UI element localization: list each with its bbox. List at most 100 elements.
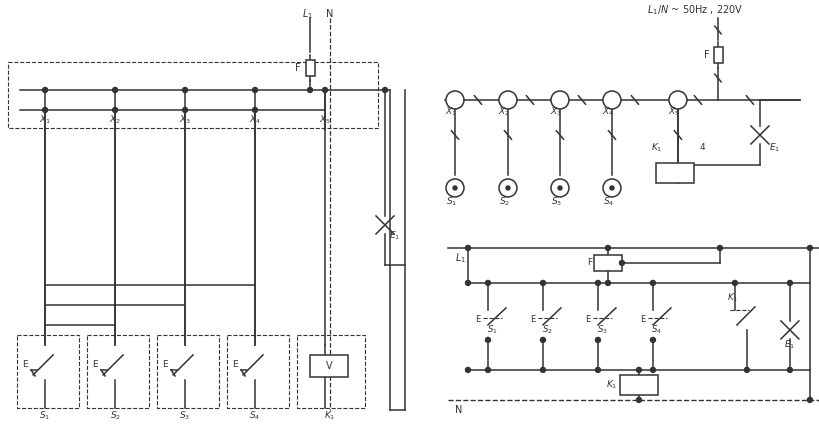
- Circle shape: [322, 87, 327, 92]
- Text: $L_1$: $L_1$: [455, 251, 465, 265]
- Circle shape: [485, 280, 490, 285]
- Bar: [713, 47, 722, 63]
- Text: $S_3$: $S_3$: [596, 324, 607, 336]
- Text: $K_1$: $K_1$: [324, 410, 335, 422]
- Circle shape: [452, 186, 456, 190]
- Circle shape: [807, 397, 812, 402]
- Circle shape: [717, 245, 722, 251]
- Text: $X_3$: $X_3$: [179, 114, 191, 126]
- Circle shape: [744, 368, 749, 372]
- Bar: [655, 163, 693, 183]
- Circle shape: [649, 368, 654, 372]
- Circle shape: [618, 260, 624, 265]
- Circle shape: [43, 87, 48, 92]
- Bar: [310, 355, 347, 377]
- Circle shape: [307, 87, 312, 92]
- Text: $S_3$: $S_3$: [179, 410, 190, 422]
- Circle shape: [540, 280, 545, 285]
- Circle shape: [446, 91, 464, 109]
- Circle shape: [252, 107, 257, 112]
- Text: $K_1$: $K_1$: [605, 379, 617, 391]
- Text: $S_2$: $S_2$: [110, 410, 120, 422]
- Text: E: E: [640, 315, 645, 324]
- Circle shape: [465, 280, 470, 285]
- Text: $S_1$: $S_1$: [446, 196, 457, 208]
- Text: E: E: [93, 360, 97, 369]
- Text: $X_5$: $X_5$: [319, 114, 331, 126]
- Circle shape: [595, 368, 600, 372]
- Text: $X_3$: $X_3$: [550, 106, 561, 118]
- Circle shape: [649, 280, 654, 285]
- Text: $S_4$: $S_4$: [603, 196, 614, 208]
- Circle shape: [557, 186, 561, 190]
- Circle shape: [604, 245, 609, 251]
- Circle shape: [786, 280, 791, 285]
- Text: E: E: [530, 315, 535, 324]
- Circle shape: [382, 87, 387, 92]
- Circle shape: [252, 87, 257, 92]
- Circle shape: [505, 186, 509, 190]
- Text: F: F: [704, 50, 709, 60]
- Text: $S_2$: $S_2$: [499, 196, 510, 208]
- Circle shape: [540, 338, 545, 343]
- Text: $X_1$: $X_1$: [39, 114, 51, 126]
- Text: $E_1$: $E_1$: [389, 230, 400, 242]
- Text: $S_3$: $S_3$: [550, 196, 562, 208]
- Circle shape: [636, 368, 640, 372]
- Text: E: E: [585, 315, 590, 324]
- Circle shape: [540, 368, 545, 372]
- Circle shape: [668, 91, 686, 109]
- Bar: [305, 60, 314, 76]
- Circle shape: [446, 179, 464, 197]
- Text: F: F: [295, 63, 301, 73]
- Text: E: E: [232, 360, 238, 369]
- Circle shape: [183, 107, 188, 112]
- Circle shape: [499, 91, 516, 109]
- Circle shape: [485, 338, 490, 343]
- Circle shape: [609, 186, 613, 190]
- Text: E: E: [475, 315, 480, 324]
- Text: E: E: [22, 360, 28, 369]
- Circle shape: [112, 107, 117, 112]
- Circle shape: [602, 91, 620, 109]
- Text: $L_1/N$ ~ 50Hz , 220V: $L_1/N$ ~ 50Hz , 220V: [646, 3, 742, 17]
- Text: $S_2$: $S_2$: [541, 324, 552, 336]
- Text: $E_1$: $E_1$: [768, 142, 780, 154]
- Circle shape: [183, 87, 188, 92]
- Bar: [593, 255, 621, 271]
- Text: $L_1$: $L_1$: [301, 7, 312, 21]
- Circle shape: [465, 245, 470, 251]
- Text: $X_1$: $X_1$: [445, 106, 456, 118]
- Text: $X_4$: $X_4$: [249, 114, 260, 126]
- Circle shape: [604, 280, 609, 285]
- Text: V: V: [325, 361, 332, 371]
- Text: N: N: [326, 9, 333, 19]
- Text: $S_1$: $S_1$: [486, 324, 497, 336]
- Text: $E_1$: $E_1$: [783, 339, 794, 351]
- Circle shape: [499, 179, 516, 197]
- Circle shape: [465, 368, 470, 372]
- Text: $K_1$: $K_1$: [650, 142, 662, 154]
- Text: $X_2$: $X_2$: [497, 106, 509, 118]
- Text: F: F: [586, 259, 592, 268]
- Circle shape: [602, 179, 620, 197]
- Circle shape: [112, 87, 117, 92]
- Bar: [619, 375, 657, 395]
- Text: $X_2$: $X_2$: [109, 114, 121, 126]
- Circle shape: [731, 280, 736, 285]
- Text: $X_4$: $X_4$: [601, 106, 613, 118]
- Circle shape: [550, 91, 568, 109]
- Circle shape: [43, 107, 48, 112]
- Circle shape: [786, 368, 791, 372]
- Text: $S_4$: $S_4$: [249, 410, 260, 422]
- Circle shape: [550, 179, 568, 197]
- Text: N: N: [455, 405, 462, 415]
- Circle shape: [595, 280, 600, 285]
- Circle shape: [807, 245, 812, 251]
- Circle shape: [485, 368, 490, 372]
- Text: 4: 4: [699, 143, 704, 153]
- Text: $K_1$: $K_1$: [726, 292, 738, 304]
- Text: $S_1$: $S_1$: [39, 410, 51, 422]
- Circle shape: [649, 338, 654, 343]
- Text: $S_4$: $S_4$: [651, 324, 662, 336]
